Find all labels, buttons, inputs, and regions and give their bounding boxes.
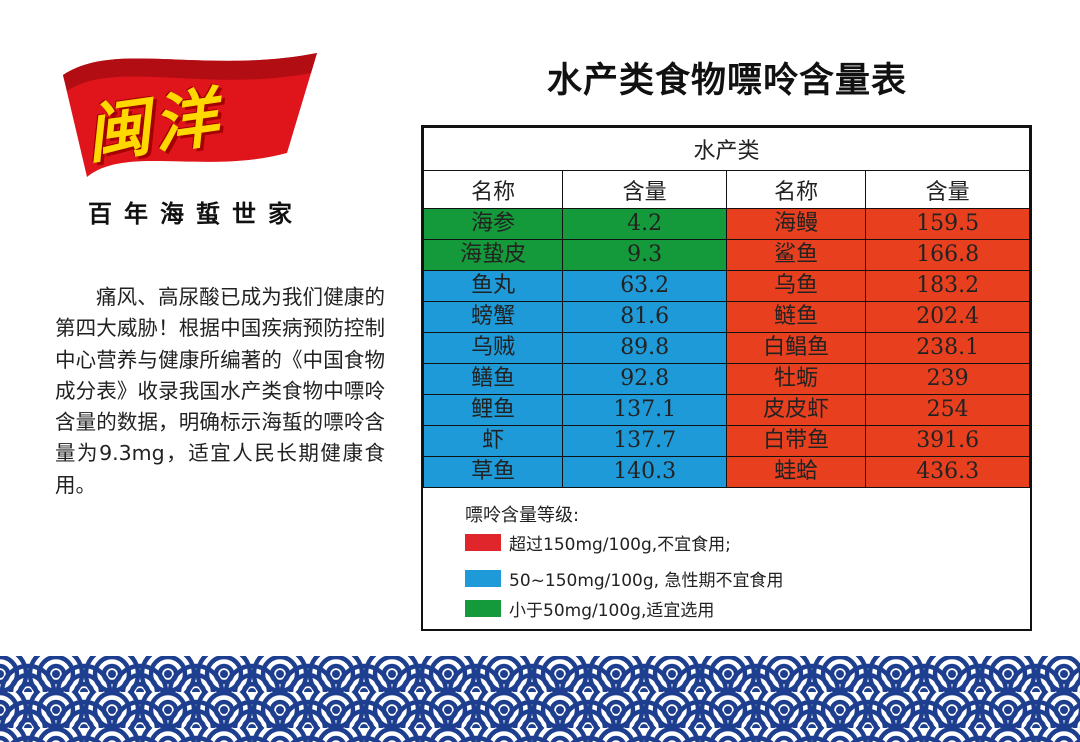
table-row: 鲤鱼 137.1 皮皮虾 254 bbox=[422, 394, 1030, 426]
legend-swatch-green bbox=[465, 599, 501, 617]
legend-label-mid: 50~150mg/100g, 急性期不宜食用 bbox=[509, 570, 784, 591]
cell-value-right: 202.4 bbox=[865, 301, 1030, 333]
legend-swatch-red bbox=[465, 533, 501, 551]
table-row: 鳝鱼 92.8 牡蛎 239 bbox=[422, 363, 1030, 395]
purine-table-panel: 水产类 名称 含量 名称 含量 海参 4.2 海鳗 159.5 海蛰皮 9.3 鲨鱼 166.… bbox=[421, 125, 1032, 631]
table-row: 草鱼 140.3 蛙蛤 436.3 bbox=[422, 456, 1030, 488]
cell-value-right: 239 bbox=[865, 363, 1030, 395]
cell-name-right: 乌鱼 bbox=[725, 270, 867, 302]
purine-table: 水产类 名称 含量 名称 含量 海参 4.2 海鳗 159.5 海蛰皮 9.3 鲨鱼 166.… bbox=[422, 127, 1030, 488]
header-name-right: 名称 bbox=[725, 170, 867, 209]
legend-label-high: 超过150mg/100g,不宜食用; bbox=[509, 534, 731, 555]
cell-value-right: 183.2 bbox=[865, 270, 1030, 302]
wave-pattern-border bbox=[0, 656, 1080, 742]
cell-name-left: 乌贼 bbox=[422, 332, 564, 364]
table-row: 虾 137.7 白带鱼 391.6 bbox=[422, 425, 1030, 457]
cell-value-left: 9.3 bbox=[562, 239, 727, 271]
cell-value-right: 238.1 bbox=[865, 332, 1030, 364]
cell-name-right: 皮皮虾 bbox=[725, 394, 867, 426]
cell-value-right: 159.5 bbox=[865, 208, 1030, 240]
cell-name-right: 白带鱼 bbox=[725, 425, 867, 457]
cell-name-left: 海蛰皮 bbox=[422, 239, 564, 271]
description-paragraph: 痛风、高尿酸已成为我们健康的第四大威胁！根据中国疾病预防控制中心营养与健康所编著… bbox=[55, 285, 385, 497]
brand-logo: 闽洋 bbox=[55, 45, 325, 185]
legend-label-low: 小于50mg/100g,适宜选用 bbox=[509, 600, 715, 621]
legend-item-high: 超过150mg/100g,不宜食用; bbox=[465, 531, 731, 555]
table-row: 螃蟹 81.6 鲢鱼 202.4 bbox=[422, 301, 1030, 333]
cell-value-right: 391.6 bbox=[865, 425, 1030, 457]
legend-title: 嘌呤含量等级: bbox=[465, 505, 580, 526]
cell-value-left: 89.8 bbox=[562, 332, 727, 364]
cell-value-right: 254 bbox=[865, 394, 1030, 426]
cell-name-right: 鲢鱼 bbox=[725, 301, 867, 333]
cell-value-left: 4.2 bbox=[562, 208, 727, 240]
table-caption: 水产类 bbox=[423, 127, 1030, 171]
cell-name-left: 鲤鱼 bbox=[422, 394, 564, 426]
cell-value-right: 166.8 bbox=[865, 239, 1030, 271]
cell-name-right: 蛙蛤 bbox=[725, 456, 867, 488]
cell-name-left: 鱼丸 bbox=[422, 270, 564, 302]
cell-name-left: 鳝鱼 bbox=[422, 363, 564, 395]
cell-value-left: 92.8 bbox=[562, 363, 727, 395]
page-title: 水产类食物嘌呤含量表 bbox=[546, 61, 907, 101]
legend-item-low: 小于50mg/100g,适宜选用 bbox=[465, 597, 715, 621]
cell-value-left: 63.2 bbox=[562, 270, 727, 302]
header-value-left: 含量 bbox=[562, 170, 727, 209]
cell-name-right: 鲨鱼 bbox=[725, 239, 867, 271]
cell-name-right: 牡蛎 bbox=[725, 363, 867, 395]
legend-swatch-blue bbox=[465, 569, 501, 587]
cell-value-left: 140.3 bbox=[562, 456, 727, 488]
table-body: 海参 4.2 海鳗 159.5 海蛰皮 9.3 鲨鱼 166.8 鱼丸 63.2 乌鱼 183.2 螃蟹… bbox=[422, 208, 1030, 488]
cell-name-right: 海鳗 bbox=[725, 208, 867, 240]
cell-name-left: 螃蟹 bbox=[422, 301, 564, 333]
logo-flag-shape bbox=[63, 53, 317, 177]
header-name-left: 名称 bbox=[422, 170, 564, 209]
table-row: 鱼丸 63.2 乌鱼 183.2 bbox=[422, 270, 1030, 302]
brand-slogan: 百年海蜇世家 bbox=[88, 199, 304, 228]
cell-name-right: 白鲳鱼 bbox=[725, 332, 867, 364]
cell-value-left: 137.7 bbox=[562, 425, 727, 457]
cell-name-left: 海参 bbox=[422, 208, 564, 240]
header-value-right: 含量 bbox=[865, 170, 1030, 209]
table-row: 海蛰皮 9.3 鲨鱼 166.8 bbox=[422, 239, 1030, 271]
cell-value-left: 81.6 bbox=[562, 301, 727, 333]
cell-name-left: 虾 bbox=[422, 425, 564, 457]
legend-item-mid: 50~150mg/100g, 急性期不宜食用 bbox=[465, 567, 784, 591]
table-row: 海参 4.2 海鳗 159.5 bbox=[422, 208, 1030, 240]
cell-value-left: 137.1 bbox=[562, 394, 727, 426]
cell-name-left: 草鱼 bbox=[422, 456, 564, 488]
logo-text: 闽洋 bbox=[81, 80, 227, 174]
cell-value-right: 436.3 bbox=[865, 456, 1030, 488]
table-row: 乌贼 89.8 白鲳鱼 238.1 bbox=[422, 332, 1030, 364]
